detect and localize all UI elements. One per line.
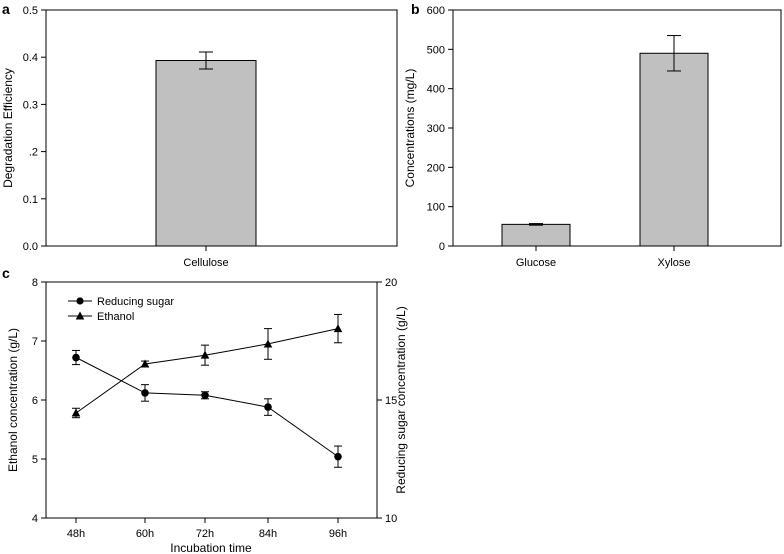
panel-b-y-tick-label: 300	[427, 123, 445, 135]
panel-b-y-tick-label: 600	[427, 5, 445, 17]
point-ethanol	[200, 350, 210, 359]
panel-b-y-tick-label: 100	[427, 202, 445, 214]
panel-c-right-y-tick-label: 20	[385, 277, 397, 289]
point-reducing-sugar	[72, 353, 80, 362]
panel-b-y-tick-label: 200	[427, 162, 445, 174]
panel-a-y-tick-label: 0.4	[23, 52, 38, 64]
panel-a: a 0.0 0.1 .2 0.3 0.4 0.5 Cellulose Degradatio…	[1, 1, 398, 269]
panel-c-x-tick-label-96h: 96h	[329, 528, 347, 540]
panel-c-x-tick-label-72h: 72h	[196, 528, 214, 540]
legend-ethanol-marker	[75, 311, 85, 320]
panel-b-letter: b	[411, 1, 420, 17]
series-line-ethanol	[75, 328, 339, 414]
x-tick-label-glucose: Glucose	[516, 257, 556, 269]
point-ethanol	[140, 359, 150, 368]
panel-c: c 4 5 6 7 8 10 15 20 48h 60h 72h 84h 96h Reducing su…	[2, 265, 408, 554]
panel-c-x-tick-label-60h: 60h	[136, 528, 154, 540]
panel-c-right-y-tick-label: 10	[385, 513, 397, 525]
point-reducing-sugar	[264, 403, 272, 411]
point-reducing-sugar	[334, 452, 342, 461]
x-tick-label-xylose: Xylose	[657, 257, 690, 269]
point-ethanol	[263, 339, 273, 348]
panel-a-y-tick-label: .2	[29, 147, 38, 159]
panel-a-y-axis-label: Degradation Efficiency	[1, 68, 15, 188]
panel-c-x-axis-label: Incubation time	[170, 541, 252, 554]
panel-c-x-tick-label-84h: 84h	[259, 528, 277, 540]
panel-b-plot-frame	[452, 9, 782, 247]
legend-reducing-sugar-label: Reducing sugar	[97, 296, 174, 308]
panel-b-y-tick-label: 0	[439, 241, 445, 253]
panel-a-y-tick-label: 0.3	[23, 99, 38, 111]
panel-c-legend: Reducing sugar Ethanol	[68, 296, 174, 323]
point-ethanol	[333, 324, 343, 333]
bar-cellulose	[155, 60, 257, 247]
panel-a-letter: a	[2, 1, 10, 17]
legend-reducing-sugar-marker	[76, 297, 84, 305]
panel-c-right-y-tick-label: 15	[385, 395, 397, 407]
panel-c-left-y-tick-label: 7	[32, 336, 38, 348]
legend-ethanol-label: Ethanol	[97, 311, 134, 323]
panel-b: b 0 100 200 300 400 500 600 Glucose Xylose Conc…	[403, 1, 782, 269]
panel-c-left-y-axis-label: Ethanol concentration (g/L)	[6, 328, 20, 472]
panel-b-y-tick-label: 400	[427, 84, 445, 96]
panel-b-y-axis-label: Concentrations (mg/L)	[403, 69, 417, 188]
series-line-reducing-sugar	[75, 357, 339, 458]
panel-c-left-y-tick-label: 4	[32, 513, 38, 525]
panel-c-left-y-tick-label: 5	[32, 454, 38, 466]
panel-c-left-y-tick-label: 8	[32, 277, 38, 289]
panel-c-left-y-tick-label: 6	[32, 395, 38, 407]
panel-a-y-tick-label: 0.0	[23, 241, 38, 253]
panel-c-x-tick-label-48h: 48h	[67, 528, 85, 540]
point-ethanol	[71, 408, 81, 417]
panel-a-y-tick-label: 0.5	[23, 5, 38, 17]
panel-c-letter: c	[2, 265, 10, 281]
panel-a-y-tick-label: 0.1	[23, 194, 38, 206]
x-tick-label-cellulose: Cellulose	[183, 257, 228, 269]
bar-glucose	[501, 223, 571, 247]
panel-c-plot-frame	[45, 281, 378, 519]
point-reducing-sugar	[201, 391, 209, 400]
panel-c-right-y-axis-label: Reducing sugar concentration (g/L)	[394, 306, 408, 493]
panel-b-y-tick-label: 500	[427, 44, 445, 56]
point-reducing-sugar	[141, 389, 149, 397]
bar-xylose	[639, 52, 709, 247]
